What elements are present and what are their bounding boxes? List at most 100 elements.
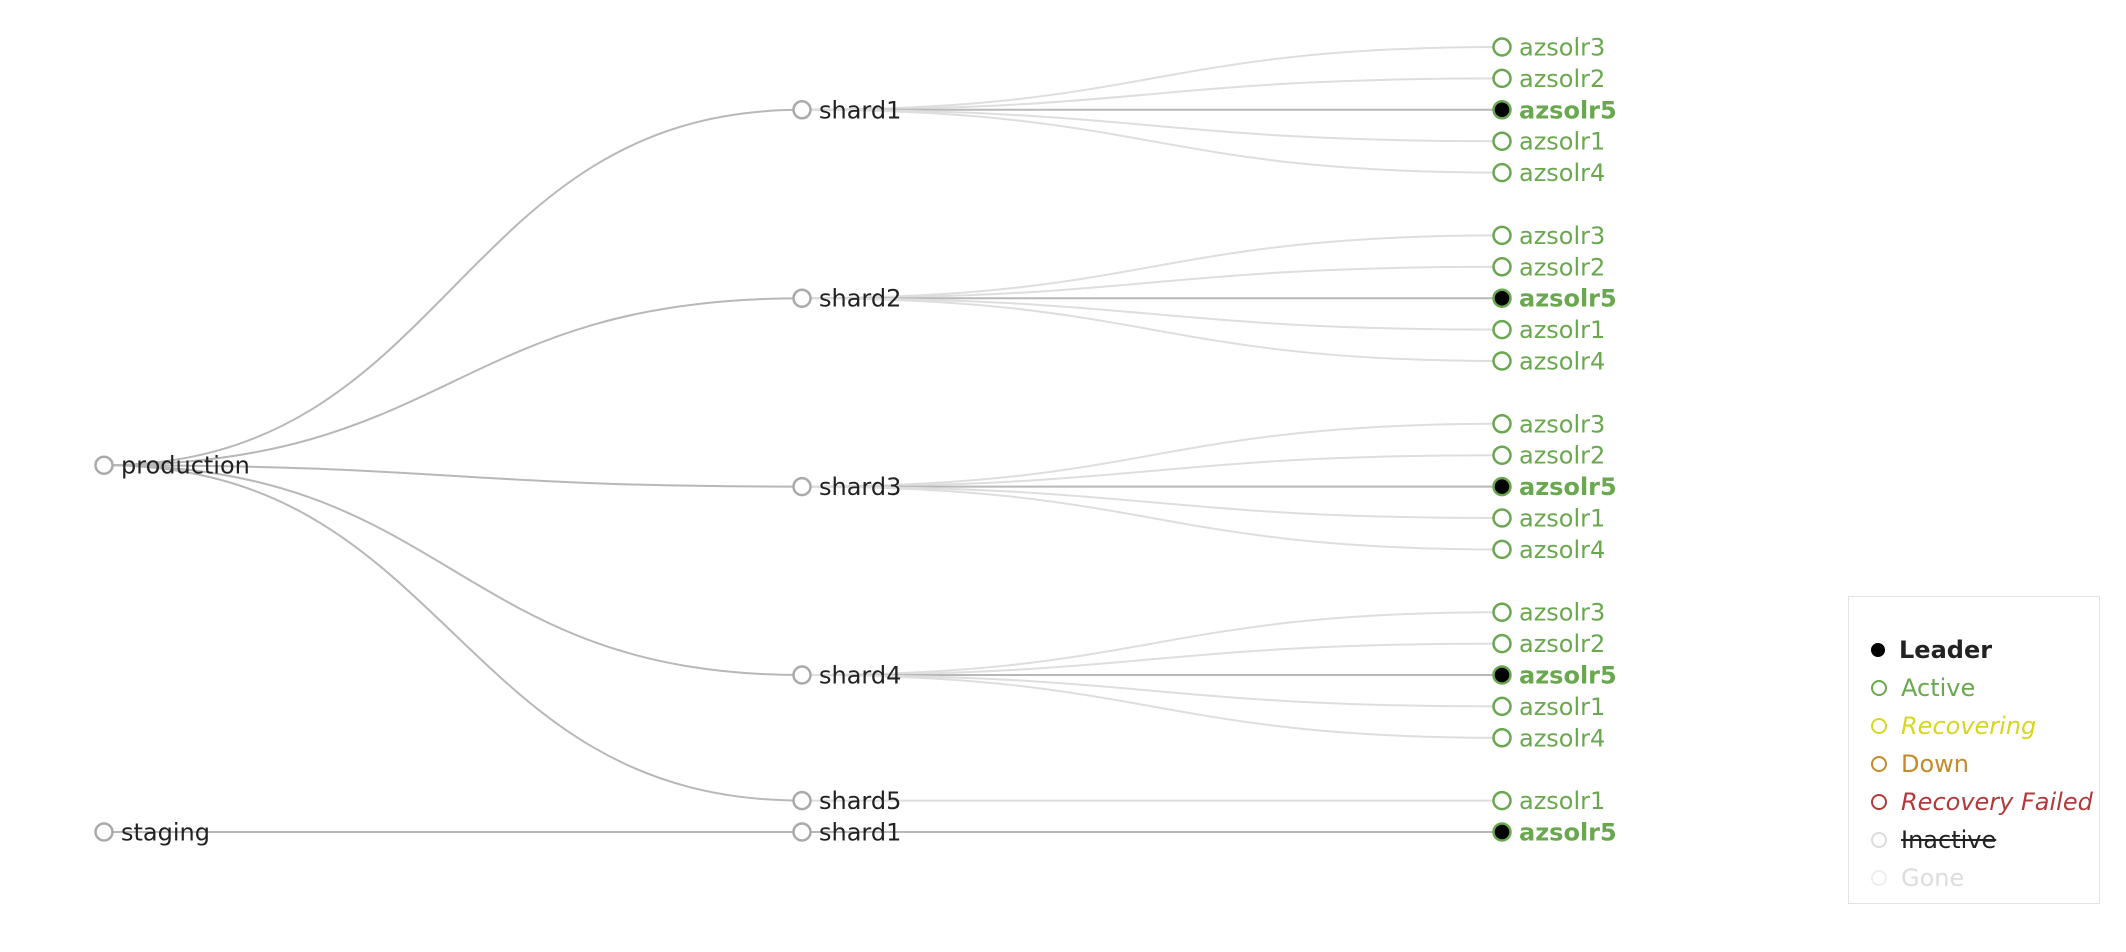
replica-label[interactable]: azsolr5	[1519, 819, 1617, 847]
replica-label[interactable]: azsolr1	[1519, 693, 1605, 721]
replica-circle-icon[interactable]	[1492, 539, 1512, 560]
replica-label[interactable]: azsolr3	[1519, 222, 1605, 250]
shard-circle-icon[interactable]	[792, 822, 812, 842]
collection-label[interactable]: production	[121, 452, 250, 480]
replica-label[interactable]: azsolr5	[1519, 96, 1617, 124]
replica-label[interactable]: azsolr4	[1519, 536, 1605, 564]
replica-node[interactable]: azsolr3	[1492, 410, 1606, 438]
replica-circle-icon[interactable]	[1492, 445, 1512, 465]
shard-circle-icon[interactable]	[792, 476, 812, 497]
replica-node[interactable]: azsolr4	[1492, 724, 1606, 752]
replica-label[interactable]: azsolr3	[1519, 410, 1605, 438]
replica-circle-icon[interactable]	[1492, 225, 1512, 246]
shard-node[interactable]: shard3	[792, 473, 902, 501]
replica-label[interactable]: azsolr3	[1519, 599, 1605, 627]
replica-circle-icon[interactable]	[1492, 602, 1512, 622]
leader-circle-icon[interactable]	[1492, 476, 1512, 497]
replica-node[interactable]: azsolr2	[1492, 630, 1606, 658]
replica-node-leader[interactable]: azsolr5	[1492, 819, 1617, 847]
replica-node-leader[interactable]: azsolr5	[1492, 96, 1617, 124]
replica-label[interactable]: azsolr4	[1519, 724, 1605, 752]
shard-label[interactable]: shard5	[819, 787, 901, 815]
replica-label[interactable]: azsolr2	[1519, 65, 1605, 93]
replica-node-leader[interactable]: azsolr5	[1492, 662, 1617, 690]
replica-label[interactable]: azsolr3	[1519, 34, 1605, 62]
replica-circle-icon[interactable]	[1492, 37, 1512, 57]
shard-node[interactable]: shard4	[792, 662, 902, 690]
replica-node[interactable]: azsolr1	[1492, 505, 1606, 533]
legend-label: Inactive	[1901, 826, 1997, 854]
replica-circle-icon[interactable]	[1492, 633, 1512, 654]
collection-circle-icon[interactable]	[94, 822, 114, 842]
replica-node[interactable]: azsolr4	[1492, 536, 1606, 564]
replica-circle-icon[interactable]	[1492, 351, 1512, 371]
replica-label[interactable]: azsolr4	[1519, 348, 1605, 376]
shard-label[interactable]: shard4	[819, 662, 901, 690]
shard-circle-icon[interactable]	[792, 288, 812, 308]
shard-label[interactable]: shard1	[819, 819, 901, 847]
replica-label[interactable]: azsolr2	[1519, 630, 1605, 658]
replica-circle-icon[interactable]	[1492, 790, 1512, 811]
replica-label[interactable]: azsolr1	[1519, 316, 1605, 344]
shard-label[interactable]: shard2	[819, 285, 901, 313]
replica-label[interactable]: azsolr2	[1519, 253, 1605, 281]
replica-circle-icon[interactable]	[1492, 728, 1512, 748]
replica-node[interactable]: azsolr1	[1492, 787, 1606, 815]
replica-circle-icon[interactable]	[1492, 414, 1512, 434]
legend-item-leader: Leader	[1871, 633, 1992, 667]
replica-node[interactable]: azsolr2	[1492, 442, 1606, 470]
leader-circle-icon[interactable]	[1492, 822, 1512, 842]
replica-label[interactable]: azsolr4	[1519, 159, 1605, 187]
shard-label[interactable]: shard1	[819, 96, 901, 124]
shard-node[interactable]: shard2	[792, 285, 902, 313]
shard-replica-link	[801, 485, 1503, 551]
shard-node[interactable]: shard1	[792, 819, 902, 847]
replica-node[interactable]: azsolr1	[1492, 128, 1606, 156]
shard-replica-link	[801, 46, 1503, 111]
replica-node[interactable]: azsolr3	[1492, 34, 1606, 62]
leader-circle-icon[interactable]	[1492, 665, 1512, 685]
collection-node-production[interactable]: production	[94, 452, 250, 480]
recovery-failed-dot-icon	[1871, 794, 1887, 810]
legend-item-active: Active	[1871, 671, 1975, 705]
replica-label[interactable]: azsolr1	[1519, 128, 1605, 156]
replica-circle-icon[interactable]	[1492, 131, 1512, 151]
leader-circle-icon[interactable]	[1492, 288, 1512, 308]
shard-label[interactable]: shard3	[819, 473, 901, 501]
shard-node[interactable]: shard1	[792, 96, 902, 124]
replica-circle-icon[interactable]	[1492, 508, 1512, 528]
collection-node-staging[interactable]: staging	[94, 819, 210, 847]
shard-replica-link	[801, 265, 1503, 300]
replica-circle-icon[interactable]	[1492, 257, 1512, 277]
replica-node[interactable]: azsolr1	[1492, 693, 1606, 721]
replica-circle-icon[interactable]	[1492, 696, 1512, 717]
legend-item-recovery-failed: Recovery Failed	[1871, 785, 2093, 819]
leader-circle-icon[interactable]	[1492, 100, 1512, 120]
replica-label[interactable]: azsolr1	[1519, 505, 1605, 533]
replica-node[interactable]: azsolr4	[1492, 348, 1606, 376]
replica-node[interactable]: azsolr2	[1492, 65, 1606, 93]
replica-label[interactable]: azsolr5	[1519, 662, 1617, 690]
replica-circle-icon[interactable]	[1492, 319, 1512, 340]
collection-label[interactable]: staging	[121, 819, 210, 847]
shard-node[interactable]: shard5	[792, 787, 902, 815]
collection-circle-icon[interactable]	[94, 455, 114, 475]
collection-shard-link	[103, 464, 803, 676]
replica-label[interactable]: azsolr2	[1519, 442, 1605, 470]
replica-node[interactable]: azsolr3	[1492, 599, 1606, 627]
shard-circle-icon[interactable]	[792, 790, 812, 811]
shard-circle-icon[interactable]	[792, 665, 812, 685]
shard-circle-icon[interactable]	[792, 100, 812, 120]
replica-node[interactable]: azsolr4	[1492, 159, 1606, 187]
replica-node[interactable]: azsolr3	[1492, 222, 1606, 250]
replica-circle-icon[interactable]	[1492, 68, 1512, 89]
replica-node[interactable]: azsolr1	[1492, 316, 1606, 344]
replica-node-leader[interactable]: azsolr5	[1492, 285, 1617, 313]
replica-node-leader[interactable]: azsolr5	[1492, 473, 1617, 501]
replica-label[interactable]: azsolr5	[1519, 473, 1617, 501]
legend-label: Down	[1901, 750, 1970, 778]
replica-label[interactable]: azsolr1	[1519, 787, 1605, 815]
replica-node[interactable]: azsolr2	[1492, 253, 1606, 281]
replica-label[interactable]: azsolr5	[1519, 285, 1617, 313]
replica-circle-icon[interactable]	[1492, 162, 1512, 183]
